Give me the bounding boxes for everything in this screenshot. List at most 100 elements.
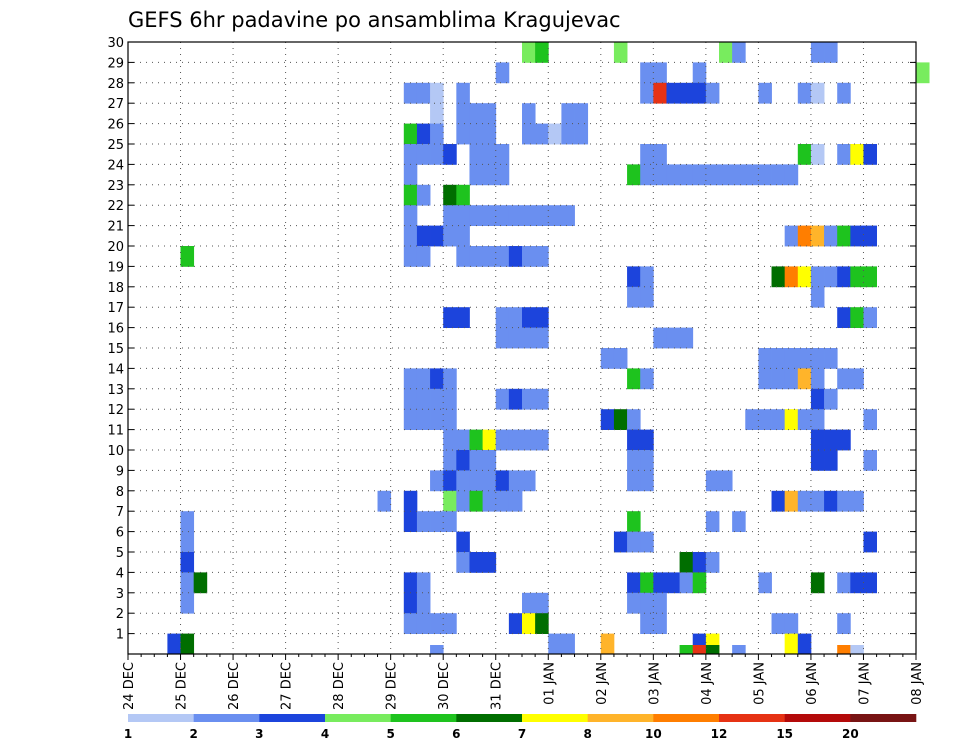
heatmap-cell	[416, 123, 431, 145]
heatmap-cell	[640, 450, 654, 471]
heatmap-cell	[797, 490, 812, 512]
colorbar-swatch	[128, 714, 194, 722]
heatmap-cell	[810, 409, 825, 430]
heatmap-cell	[508, 429, 523, 451]
y-tick-label: 5	[116, 546, 124, 561]
heatmap-cell	[443, 409, 457, 430]
x-tick-label: 05 JAN	[752, 662, 767, 705]
heatmap-cell	[495, 62, 510, 84]
heatmap-cell	[745, 409, 759, 430]
heatmap-cell	[180, 572, 195, 594]
x-tick-label: 25 DEC	[175, 662, 190, 710]
heatmap-cell	[653, 62, 667, 84]
heatmap-cell	[627, 286, 641, 308]
heatmap-cell	[613, 531, 628, 553]
heatmap-cell	[837, 613, 851, 634]
y-tick-label: 24	[107, 158, 124, 173]
heatmap-cell	[640, 286, 654, 308]
heatmap-cell	[535, 429, 549, 451]
heatmap-cell	[443, 429, 457, 451]
heatmap-cell	[522, 205, 536, 226]
heatmap-cell	[810, 286, 825, 308]
heatmap-cell	[430, 511, 444, 532]
heatmap-cell	[403, 205, 418, 226]
heatmap-cell	[495, 327, 510, 349]
heatmap-cell	[561, 103, 575, 124]
heatmap-cell	[784, 633, 799, 655]
colorbar-swatch	[653, 714, 720, 722]
heatmap-cell	[403, 144, 418, 165]
heatmap-cell	[482, 205, 497, 226]
heatmap-cell	[456, 225, 470, 247]
heatmap-cell	[824, 42, 838, 63]
heatmap-cell	[627, 531, 641, 553]
colorbar-label: 2	[189, 727, 197, 741]
heatmap-cell	[430, 368, 444, 390]
heatmap-cell	[535, 307, 549, 328]
heatmap-cell	[850, 368, 864, 390]
heatmap-cell	[810, 368, 825, 390]
heatmap-cell	[640, 531, 654, 553]
heatmap-cell	[627, 266, 641, 288]
heatmap-cell	[666, 164, 680, 186]
colorbar-label: 3	[255, 727, 263, 741]
heatmap-cell	[719, 164, 733, 186]
heatmap-cell	[719, 42, 733, 63]
heatmap-cell	[508, 613, 523, 634]
heatmap-cell	[600, 348, 615, 369]
heatmap-cell	[732, 42, 746, 63]
heatmap-cell	[732, 164, 746, 186]
heatmap-cell	[771, 348, 786, 369]
heatmap-cell	[692, 62, 707, 84]
y-tick-label: 14	[107, 362, 124, 377]
heatmap-cell	[469, 552, 483, 573]
heatmap-cell	[810, 348, 825, 369]
heatmap-cell	[850, 225, 864, 247]
y-tick-label: 6	[116, 526, 124, 541]
heatmap-cells	[167, 42, 930, 655]
heatmap-cell	[430, 82, 444, 104]
heatmap-cell	[469, 246, 483, 267]
y-tick-label: 10	[107, 444, 124, 459]
heatmap-cell	[482, 246, 497, 267]
heatmap-cell	[416, 592, 431, 614]
heatmap-cell	[482, 470, 497, 492]
heatmap-cell	[167, 633, 181, 655]
heatmap-cell	[705, 552, 720, 573]
heatmap-cell	[837, 266, 851, 288]
heatmap-cell	[180, 511, 195, 532]
heatmap-cell	[508, 327, 523, 349]
heatmap-cell	[535, 42, 549, 63]
y-tick-label: 16	[107, 322, 124, 337]
x-tick-label: 29 DEC	[385, 662, 400, 710]
heatmap-cell	[810, 225, 825, 247]
heatmap-cell	[443, 205, 457, 226]
heatmap-cell	[522, 123, 536, 145]
colorbar-label: 10	[645, 727, 662, 741]
heatmap-cell	[810, 144, 825, 165]
heatmap-cell	[824, 490, 838, 512]
heatmap-cell	[784, 409, 799, 430]
heatmap-cell	[495, 490, 510, 512]
heatmap-cell	[705, 511, 720, 532]
y-tick-label: 23	[107, 179, 124, 194]
heatmap-cell	[640, 144, 654, 165]
heatmap-cell	[692, 552, 707, 573]
heatmap-cell	[653, 613, 667, 634]
heatmap-cell	[863, 225, 877, 247]
colorbar-swatch	[325, 714, 391, 722]
heatmap-cell	[692, 645, 707, 654]
heatmap-cell	[561, 205, 575, 226]
heatmap-cell	[443, 368, 457, 390]
heatmap-cell	[653, 144, 667, 165]
heatmap-cell	[837, 429, 851, 451]
heatmap-cell	[482, 144, 497, 165]
heatmap-cell	[613, 42, 628, 63]
heatmap-cell	[627, 470, 641, 492]
heatmap-cell	[443, 225, 457, 247]
heatmap-cell	[771, 266, 786, 288]
heatmap-cell	[469, 470, 483, 492]
heatmap-cell	[640, 429, 654, 451]
heatmap-cell	[456, 470, 470, 492]
heatmap-cell	[430, 470, 444, 492]
